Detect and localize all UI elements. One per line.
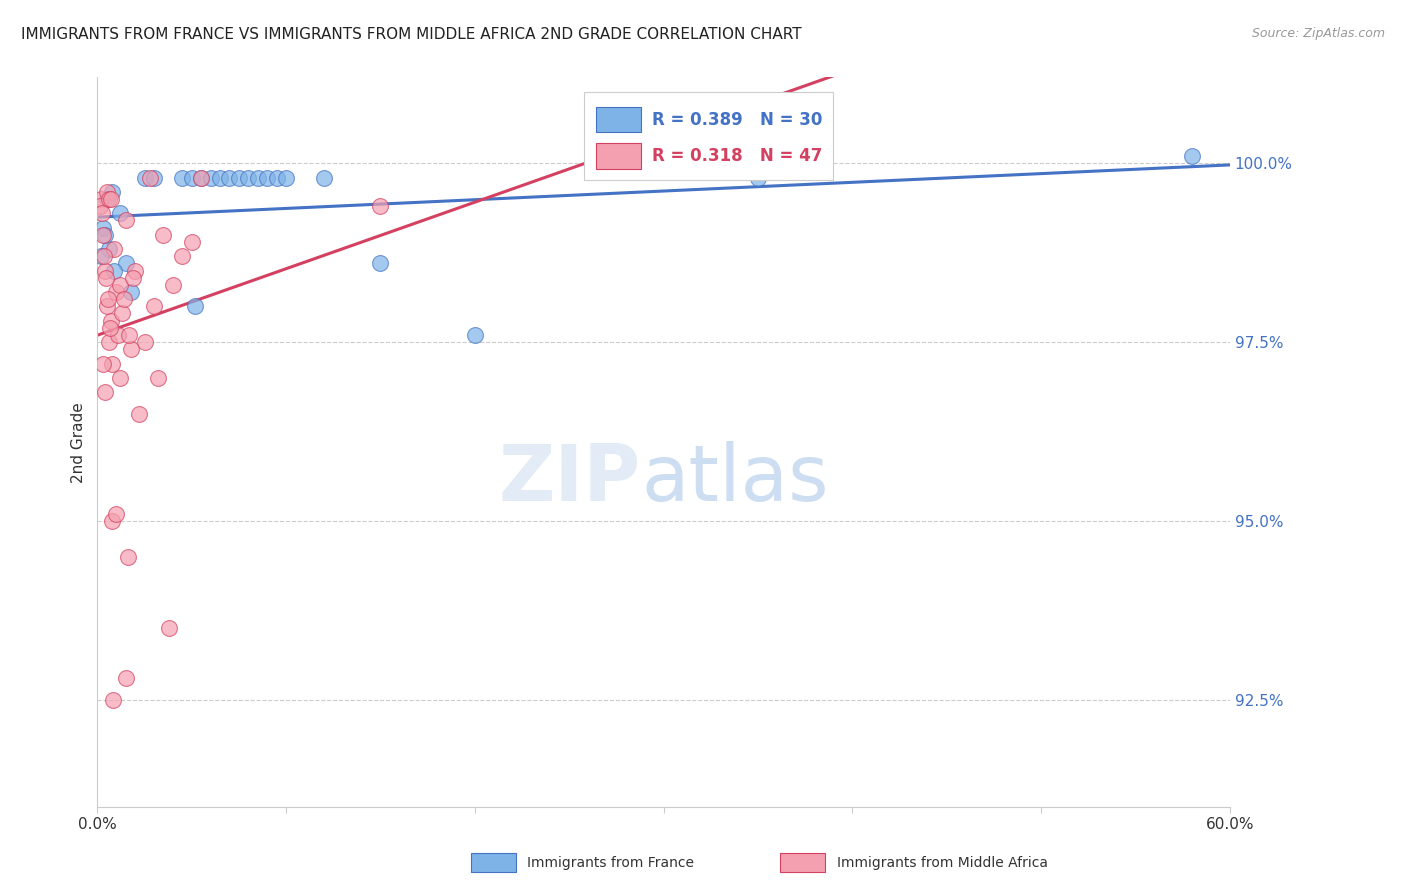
Point xyxy=(157,621,180,635)
Point xyxy=(134,170,156,185)
Point xyxy=(370,199,392,213)
FancyBboxPatch shape xyxy=(596,143,641,169)
Point xyxy=(139,170,162,185)
Point xyxy=(128,407,150,421)
Text: Immigrants from Middle Africa: Immigrants from Middle Africa xyxy=(837,855,1047,870)
Point xyxy=(200,170,222,185)
Point xyxy=(98,320,121,334)
Point xyxy=(208,170,231,185)
FancyBboxPatch shape xyxy=(596,107,641,132)
Point xyxy=(108,206,131,220)
Point xyxy=(114,213,136,227)
Text: R = 0.389   N = 30: R = 0.389 N = 30 xyxy=(652,111,823,128)
Y-axis label: 2nd Grade: 2nd Grade xyxy=(72,401,86,483)
Point xyxy=(101,514,124,528)
Point xyxy=(96,299,118,313)
Point xyxy=(105,507,128,521)
Point xyxy=(91,357,114,371)
Point xyxy=(108,371,131,385)
Point xyxy=(94,227,117,242)
Point xyxy=(97,292,120,306)
Point xyxy=(120,285,142,299)
Point xyxy=(97,334,120,349)
Point xyxy=(180,235,202,249)
Point xyxy=(218,170,240,185)
Point xyxy=(94,263,117,277)
Point xyxy=(103,242,125,256)
Point xyxy=(91,220,114,235)
Point xyxy=(238,170,260,185)
Point xyxy=(101,357,124,371)
Point xyxy=(266,170,288,185)
Point xyxy=(91,206,114,220)
Text: atlas: atlas xyxy=(641,441,828,516)
Point xyxy=(117,549,139,564)
Point xyxy=(114,671,136,685)
Point xyxy=(146,371,169,385)
Point xyxy=(91,227,114,242)
Point xyxy=(108,277,131,292)
Point xyxy=(96,192,118,206)
Point xyxy=(1181,149,1204,163)
Point xyxy=(274,170,297,185)
Point xyxy=(112,292,135,306)
Point xyxy=(93,249,115,263)
Point xyxy=(152,227,174,242)
Point xyxy=(180,170,202,185)
Point xyxy=(172,249,194,263)
Point xyxy=(312,170,335,185)
Point xyxy=(103,692,125,706)
Point xyxy=(162,277,184,292)
Point xyxy=(96,185,118,199)
Point xyxy=(100,192,122,206)
Point xyxy=(97,242,120,256)
Point xyxy=(190,170,212,185)
Point xyxy=(124,263,146,277)
Point xyxy=(94,385,117,400)
Point xyxy=(100,313,122,327)
Point xyxy=(111,306,134,320)
Text: IMMIGRANTS FROM FRANCE VS IMMIGRANTS FROM MIDDLE AFRICA 2ND GRADE CORRELATION CH: IMMIGRANTS FROM FRANCE VS IMMIGRANTS FRO… xyxy=(21,27,801,42)
Point xyxy=(114,256,136,270)
Point xyxy=(370,256,392,270)
Point xyxy=(89,199,111,213)
Point xyxy=(747,170,769,185)
Text: Immigrants from France: Immigrants from France xyxy=(527,855,695,870)
Bar xyxy=(585,92,834,179)
Point xyxy=(107,327,129,342)
Point xyxy=(246,170,269,185)
Point xyxy=(256,170,278,185)
Point xyxy=(105,285,128,299)
Point xyxy=(90,192,112,206)
Text: ZIP: ZIP xyxy=(499,441,641,516)
Point xyxy=(120,343,142,357)
Point xyxy=(122,270,145,285)
Point xyxy=(228,170,250,185)
Text: R = 0.318   N = 47: R = 0.318 N = 47 xyxy=(652,147,823,165)
Point xyxy=(172,170,194,185)
Point xyxy=(101,185,124,199)
Point xyxy=(184,299,207,313)
Point xyxy=(90,249,112,263)
Point xyxy=(464,327,486,342)
Point xyxy=(134,334,156,349)
Point xyxy=(94,270,117,285)
Point xyxy=(190,170,212,185)
Point xyxy=(103,263,125,277)
Point xyxy=(118,327,141,342)
Text: Source: ZipAtlas.com: Source: ZipAtlas.com xyxy=(1251,27,1385,40)
Point xyxy=(97,192,120,206)
Point xyxy=(143,299,166,313)
Point xyxy=(143,170,166,185)
